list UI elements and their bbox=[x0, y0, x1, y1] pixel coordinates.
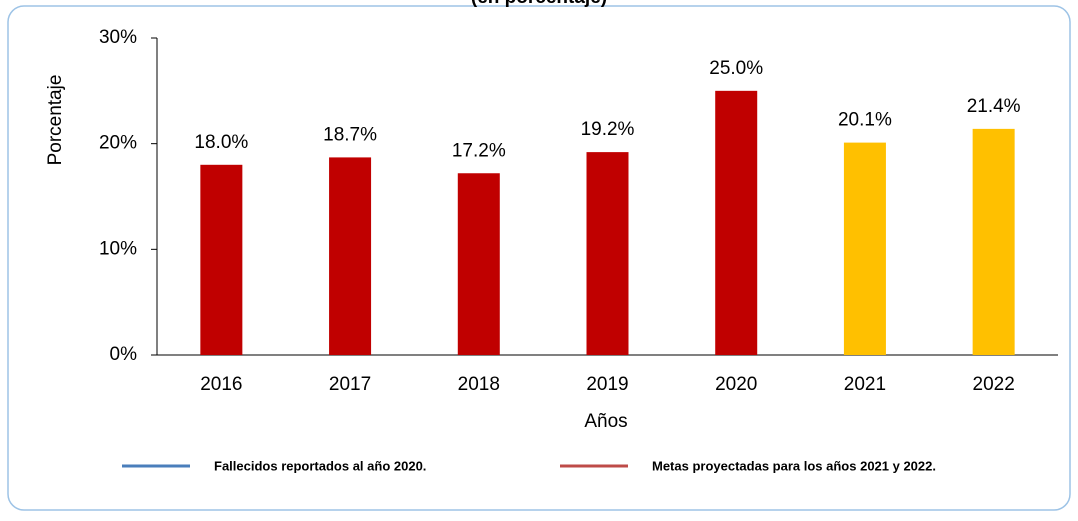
bar bbox=[972, 128, 1015, 355]
bar bbox=[843, 142, 886, 355]
bar bbox=[715, 90, 758, 355]
y-tick-label: 20% bbox=[99, 133, 137, 154]
value-label: 17.2% bbox=[452, 140, 506, 161]
x-tick-label: 2021 bbox=[844, 374, 886, 395]
x-tick-label: 2017 bbox=[329, 374, 371, 395]
value-label: 19.2% bbox=[581, 119, 635, 140]
value-label: 25.0% bbox=[709, 58, 763, 79]
y-tick-label: 0% bbox=[110, 344, 138, 365]
legend-label: Metas proyectadas para los años 2021 y 2… bbox=[652, 458, 936, 473]
x-tick-label: 2020 bbox=[715, 374, 757, 395]
y-tick-label: 10% bbox=[99, 238, 137, 259]
value-label: 21.4% bbox=[967, 96, 1021, 117]
bar bbox=[329, 157, 372, 355]
value-label: 18.0% bbox=[194, 132, 248, 153]
x-axis-label: Años bbox=[584, 411, 627, 432]
chart-title: (en porcentaje) bbox=[471, 0, 607, 8]
x-tick-label: 2022 bbox=[973, 374, 1015, 395]
y-tick-label: 30% bbox=[99, 27, 137, 48]
x-tick-label: 2019 bbox=[586, 374, 628, 395]
value-label: 20.1% bbox=[838, 110, 892, 131]
chart-frame bbox=[7, 5, 1071, 511]
legend-label: Fallecidos reportados al año 2020. bbox=[214, 458, 426, 473]
bar bbox=[586, 152, 629, 355]
bar bbox=[200, 164, 243, 355]
bar bbox=[457, 173, 500, 355]
x-tick-label: 2016 bbox=[200, 374, 242, 395]
y-axis-label: Porcentaje bbox=[45, 75, 66, 166]
value-label: 18.7% bbox=[323, 124, 377, 145]
x-tick-label: 2018 bbox=[458, 374, 500, 395]
